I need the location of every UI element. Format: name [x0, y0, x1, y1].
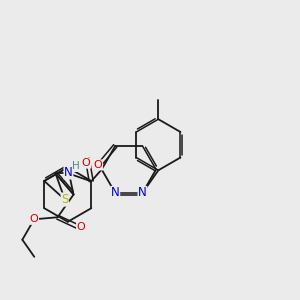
- Text: S: S: [61, 193, 68, 206]
- Text: O: O: [76, 222, 85, 232]
- Text: N: N: [111, 187, 120, 200]
- Text: N: N: [138, 187, 147, 200]
- Text: N: N: [64, 166, 73, 179]
- Text: O: O: [30, 214, 38, 224]
- Text: H: H: [73, 161, 80, 172]
- Text: O: O: [82, 158, 91, 168]
- Text: O: O: [94, 160, 103, 170]
